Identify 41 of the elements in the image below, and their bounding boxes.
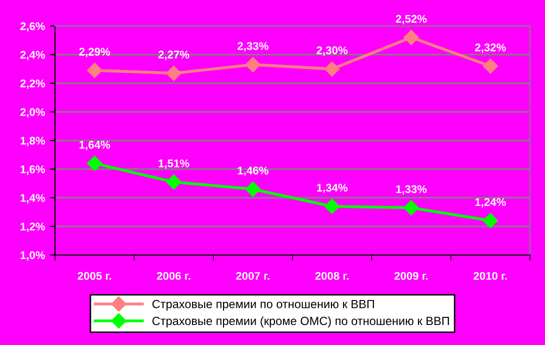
data-label: 2,30%	[316, 46, 348, 56]
x-tick-label: 2006 г.	[156, 272, 190, 280]
data-label: 2,29%	[79, 48, 110, 58]
x-tick-label: 2009 г.	[394, 272, 428, 280]
y-tick-label: 1,0%	[20, 251, 45, 261]
data-label: 1,33%	[396, 185, 427, 195]
legend-label: Страховые премии по отношению к ВВП	[152, 300, 374, 311]
point	[166, 66, 182, 81]
legend-label: Страховые премии (кроме ОМС) по отношению к ВВП	[152, 316, 449, 328]
point	[324, 198, 340, 214]
x-tick-label: 2007 г.	[236, 272, 270, 280]
y-tick-label: 1,8%	[20, 136, 45, 146]
y-tick-label: 1,4%	[20, 194, 45, 204]
y-tick-label: 2,2%	[20, 80, 45, 89]
y-tick-label: 1,6%	[20, 165, 45, 175]
data-label: 1,64%	[80, 140, 110, 150]
point	[482, 58, 498, 74]
x-tick-label: 2010 г.	[474, 272, 507, 280]
point	[404, 200, 419, 216]
data-label: 1,24%	[475, 198, 506, 208]
x-tick-label: 2008 г.	[315, 272, 349, 280]
point	[404, 30, 419, 46]
point	[245, 57, 260, 72]
data-label: 2,27%	[158, 50, 190, 60]
point	[245, 182, 260, 197]
point	[87, 62, 102, 78]
point	[482, 213, 498, 228]
x-tick-label: 2005 г.	[78, 272, 112, 280]
y-tick-label: 1,2%	[20, 222, 45, 232]
y-tick-label: 2,6%	[20, 22, 45, 32]
point	[324, 61, 340, 77]
data-label: 2,33%	[238, 42, 268, 52]
data-label: 1,51%	[158, 159, 190, 169]
point	[87, 156, 102, 171]
data-label: 1,34%	[317, 184, 348, 194]
y-tick-label: 2,4%	[20, 50, 45, 60]
data-label: 1,46%	[238, 166, 268, 176]
y-tick-label: 2,0%	[20, 108, 45, 118]
point	[166, 174, 182, 190]
data-label: 2,52%	[396, 14, 427, 24]
data-label: 2,32%	[475, 44, 506, 53]
